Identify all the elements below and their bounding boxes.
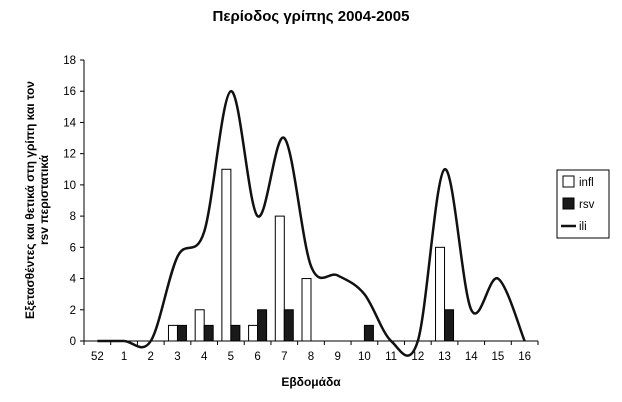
x-tick-label: 4 [201, 351, 208, 363]
x-tick-label: 12 [411, 351, 424, 363]
bar-rsv [283, 309, 294, 342]
x-tick-label: 13 [438, 351, 451, 363]
y-ticks: 0 2 4 6 8 10 12 14 16 18 [63, 55, 84, 348]
line-ili [97, 89, 526, 357]
x-tick-label: 9 [335, 351, 341, 363]
y-tick-label: 0 [70, 336, 76, 348]
x-tick-label: 7 [281, 351, 287, 363]
bar-rsv [176, 324, 187, 342]
x-tick-label: 11 [385, 351, 397, 363]
x-tick-label: 14 [465, 351, 478, 363]
legend-label-rsv: rsv [579, 199, 595, 211]
bar-infl [221, 168, 232, 342]
x-tick-label: 10 [358, 351, 371, 363]
bar-infl [274, 215, 285, 342]
y-tick-label: 10 [63, 180, 76, 192]
x-tick-label: 52 [91, 351, 104, 363]
y-tick-label: 8 [70, 211, 76, 223]
line-layer [97, 89, 526, 357]
bar-infl [435, 246, 446, 342]
y-axis-label-line-1: Εξετασθέντες και θετικά στη γρίπη και το… [23, 81, 37, 319]
y-axis-label-line-2: rsv περιστατικά [37, 154, 51, 245]
x-tick-label: 3 [174, 351, 180, 363]
y-tick-label: 18 [63, 55, 76, 67]
y-tick-label: 16 [63, 86, 76, 98]
chart-title: Περίοδος γρίπης 2004-2005 [213, 8, 410, 25]
bar-infl [167, 324, 178, 342]
bar-rsv [203, 324, 214, 342]
legend-swatch-infl [562, 175, 575, 188]
legend-swatch-rsv [562, 197, 575, 210]
x-tick-label: 15 [492, 351, 505, 363]
legend-label-infl: infl [579, 177, 594, 189]
bar-infl [301, 278, 312, 342]
bar-rsv [257, 309, 268, 342]
y-axis-label: Εξετασθέντες και θετικά στη γρίπη και το… [23, 81, 51, 319]
x-axis-label: Εβδομάδα [281, 375, 341, 389]
x-ticks: 52 1 2 3 4 5 6 7 8 9 10 11 12 13 14 15 16 [83, 341, 539, 363]
legend: infl rsv ili [556, 169, 610, 239]
x-tick-label: 2 [148, 351, 154, 363]
bar-rsv [444, 309, 455, 342]
y-tick-label: 14 [63, 117, 76, 129]
bar-rsv [363, 324, 374, 342]
legend-label-ili: ili [579, 221, 587, 233]
x-tick-label: 16 [518, 351, 531, 363]
x-tick-label: 6 [254, 351, 260, 363]
x-tick-label: 5 [228, 351, 234, 363]
x-tick-label: 8 [308, 351, 314, 363]
bar-rsv [230, 324, 241, 342]
y-tick-label: 4 [70, 274, 77, 286]
y-tick-label: 12 [63, 149, 76, 161]
y-tick-label: 2 [70, 305, 76, 317]
bar-infl [248, 324, 259, 342]
bars [167, 168, 455, 342]
bar-infl [194, 309, 205, 342]
x-tick-label: 1 [121, 351, 127, 363]
y-tick-label: 6 [70, 242, 76, 254]
